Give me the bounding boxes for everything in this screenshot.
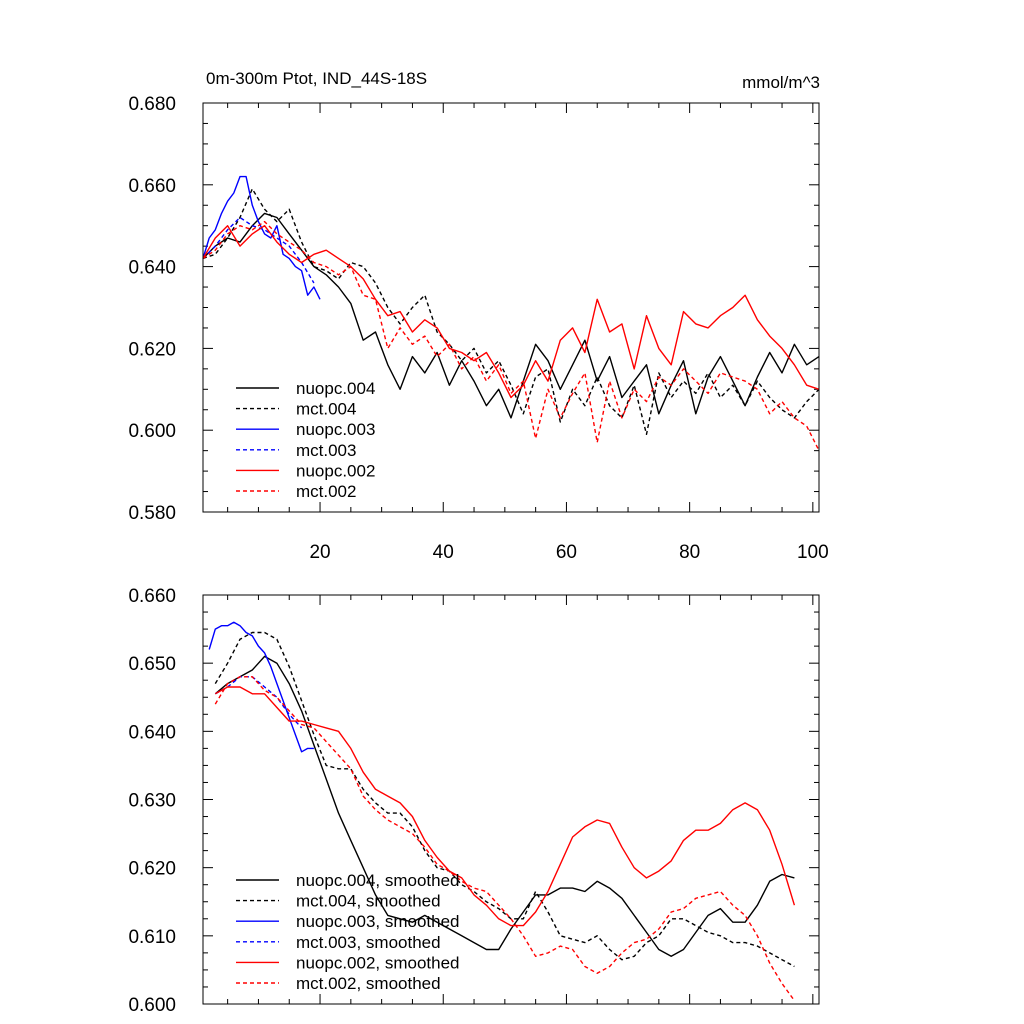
top-x-tick-label: 60 bbox=[556, 542, 577, 563]
bottom-legend-label: nuopc.004, smoothed bbox=[296, 871, 460, 890]
bottom-y-tick-label: 0.630 bbox=[128, 791, 176, 812]
top-series-mct-003 bbox=[202, 216, 315, 284]
top-y-tick-label: 0.640 bbox=[128, 258, 176, 279]
top-y-tick-label: 0.680 bbox=[128, 94, 176, 115]
top-title: 0m-300m Ptot, IND_44S-18S bbox=[206, 69, 427, 88]
bottom-legend-label: mct.003, smoothed bbox=[296, 933, 441, 952]
bottom-legend-label: nuopc.003, smoothed bbox=[296, 912, 460, 931]
top-series-nuopc-002 bbox=[202, 224, 820, 399]
bottom-series-lines bbox=[208, 621, 796, 1002]
bottom-series-mct-004-smoothed bbox=[214, 631, 795, 968]
bottom-y-tick-label: 0.600 bbox=[128, 995, 176, 1016]
bottom-series-nuopc-004-smoothed bbox=[214, 655, 795, 957]
top-series-nuopc-004 bbox=[202, 212, 820, 419]
bottom-series-mct-003-smoothed bbox=[214, 676, 303, 729]
bottom-y-tick-label: 0.640 bbox=[128, 722, 176, 743]
top-legend-label: mct.003 bbox=[296, 441, 356, 460]
top-series-mct-004 bbox=[202, 188, 820, 435]
top-legend-label: mct.002 bbox=[296, 482, 356, 501]
top-series-nuopc-003 bbox=[202, 175, 321, 300]
top-units: mmol/m^3 bbox=[742, 73, 820, 92]
bottom-axis-ticks: 0.600 0.610 0.620 0.630 0.640 0.650 0.660 bbox=[128, 586, 819, 1016]
top-y-tick-label: 0.660 bbox=[128, 176, 176, 197]
bottom-y-tick-label: 0.650 bbox=[128, 654, 176, 675]
top-series-lines bbox=[202, 175, 820, 451]
top-plot-frame bbox=[202, 102, 820, 513]
top-x-tick-label: 80 bbox=[679, 542, 700, 563]
top-panel: 0m-300m Ptot, IND_44S-18S mmol/m^3 0.580… bbox=[128, 69, 828, 563]
top-y-tick-label: 0.620 bbox=[128, 339, 176, 360]
bottom-series-mct-002-smoothed bbox=[214, 676, 795, 1002]
top-x-tick-label: 100 bbox=[797, 542, 829, 563]
bottom-series-nuopc-003-smoothed bbox=[208, 621, 314, 753]
bottom-y-tick-label: 0.620 bbox=[128, 859, 176, 880]
top-axis-ticks: 0.580 0.600 0.620 0.640 0.660 0.680 20 40 60 80 10… bbox=[128, 94, 828, 563]
top-x-tick-label: 20 bbox=[309, 542, 330, 563]
bottom-panel: 0.600 0.610 0.620 0.630 0.640 0.650 0.660 nuop… bbox=[128, 586, 820, 1016]
bottom-legend-label: mct.002, smoothed bbox=[296, 974, 441, 993]
bottom-plot-frame bbox=[202, 594, 820, 1005]
bottom-legend-label: nuopc.002, smoothed bbox=[296, 953, 460, 972]
bottom-y-tick-label: 0.610 bbox=[128, 927, 176, 948]
top-legend-label: nuopc.003 bbox=[296, 420, 375, 439]
top-x-tick-label: 40 bbox=[433, 542, 454, 563]
top-legend-label: nuopc.004 bbox=[296, 379, 375, 398]
top-y-tick-label: 0.600 bbox=[128, 421, 176, 442]
top-legend-label: mct.004 bbox=[296, 400, 356, 419]
bottom-y-tick-label: 0.660 bbox=[128, 586, 176, 607]
top-y-tick-label: 0.580 bbox=[128, 503, 176, 524]
top-legend-label: nuopc.002 bbox=[296, 461, 375, 480]
bottom-legend-label: mct.004, smoothed bbox=[296, 892, 441, 911]
bottom-series-nuopc-002-smoothed bbox=[214, 686, 796, 927]
